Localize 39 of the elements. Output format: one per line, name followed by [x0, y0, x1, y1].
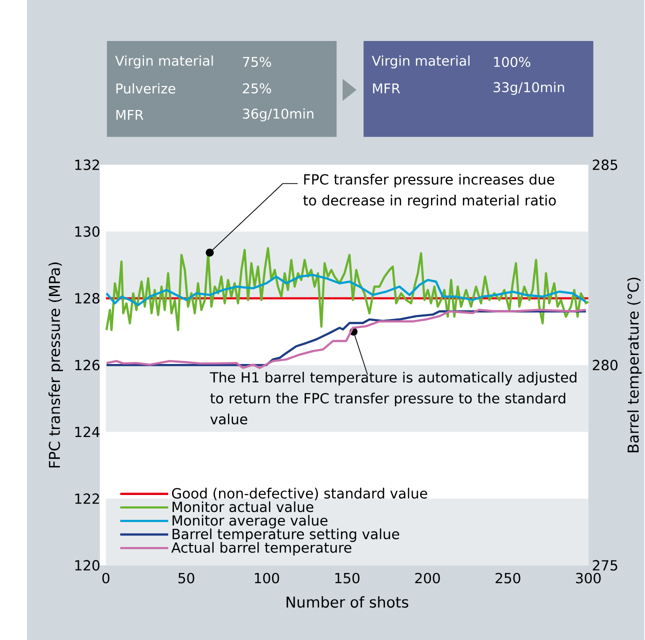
y-tick-label: 124	[75, 426, 100, 437]
text: 75%	[243, 56, 272, 67]
text: 33g/10min	[494, 82, 564, 95]
x-tick-label: 250	[496, 572, 520, 584]
line-series	[105, 247, 590, 331]
text: Virgin material	[115, 55, 213, 68]
text: MFR	[373, 83, 400, 94]
text: MFR	[116, 110, 144, 120]
y-axis-title: FPC transfer pressure (MPa)	[48, 262, 63, 468]
y2-axis-title: Barrel temperature (°C)	[627, 278, 642, 452]
y-tick-label: 132	[75, 159, 99, 170]
y-tick-label: 128	[75, 292, 100, 304]
x-tick-label: 150	[335, 572, 360, 584]
line-series	[105, 274, 587, 306]
text: 36g/10min	[242, 108, 314, 122]
y-tick-label: 126	[75, 360, 100, 370]
legend-label: Barrel temperature setting value	[172, 528, 400, 542]
text: 25%	[242, 83, 272, 94]
text: Virgin material	[372, 55, 470, 68]
x-axis-title: Number of shots	[286, 596, 408, 608]
x-tick-label: 0	[102, 572, 110, 584]
legend-label: Monitor actual value	[172, 501, 314, 512]
y2-tick-label: 275	[592, 560, 618, 570]
y2-tick-label: 285	[592, 159, 618, 170]
x-tick-label: 50	[178, 572, 194, 584]
x-tick-label: 100	[254, 572, 280, 584]
y-tick-label: 122	[75, 493, 99, 504]
legend-label: Good (non-defective) standard value	[172, 488, 428, 500]
x-tick-label: 200	[415, 572, 440, 584]
legend-label: Actual barrel temperature	[171, 542, 352, 556]
legend-label: Monitor average value	[172, 514, 328, 528]
y-tick-label: 130	[75, 226, 100, 237]
annotation: FPC transfer pressure increases due to decrease in regrind material ratio	[303, 174, 556, 208]
x-tick-label: 300	[576, 572, 601, 584]
annotation: The H1 barrel temperature is automatically adjusted to return the FPC transfer pressure to the standard value	[210, 372, 576, 424]
y-tick-label: 120	[75, 560, 100, 570]
text: 100%	[494, 56, 530, 67]
y2-tick-label: 280	[592, 360, 618, 370]
text: Pulverize	[116, 83, 176, 94]
